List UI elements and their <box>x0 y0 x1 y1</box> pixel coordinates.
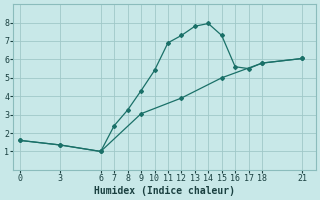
X-axis label: Humidex (Indice chaleur): Humidex (Indice chaleur) <box>94 186 235 196</box>
